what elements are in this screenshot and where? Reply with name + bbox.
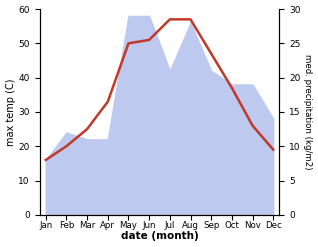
X-axis label: date (month): date (month) [121, 231, 198, 242]
Y-axis label: max temp (C): max temp (C) [5, 78, 16, 146]
Y-axis label: med. precipitation (kg/m2): med. precipitation (kg/m2) [303, 54, 313, 170]
